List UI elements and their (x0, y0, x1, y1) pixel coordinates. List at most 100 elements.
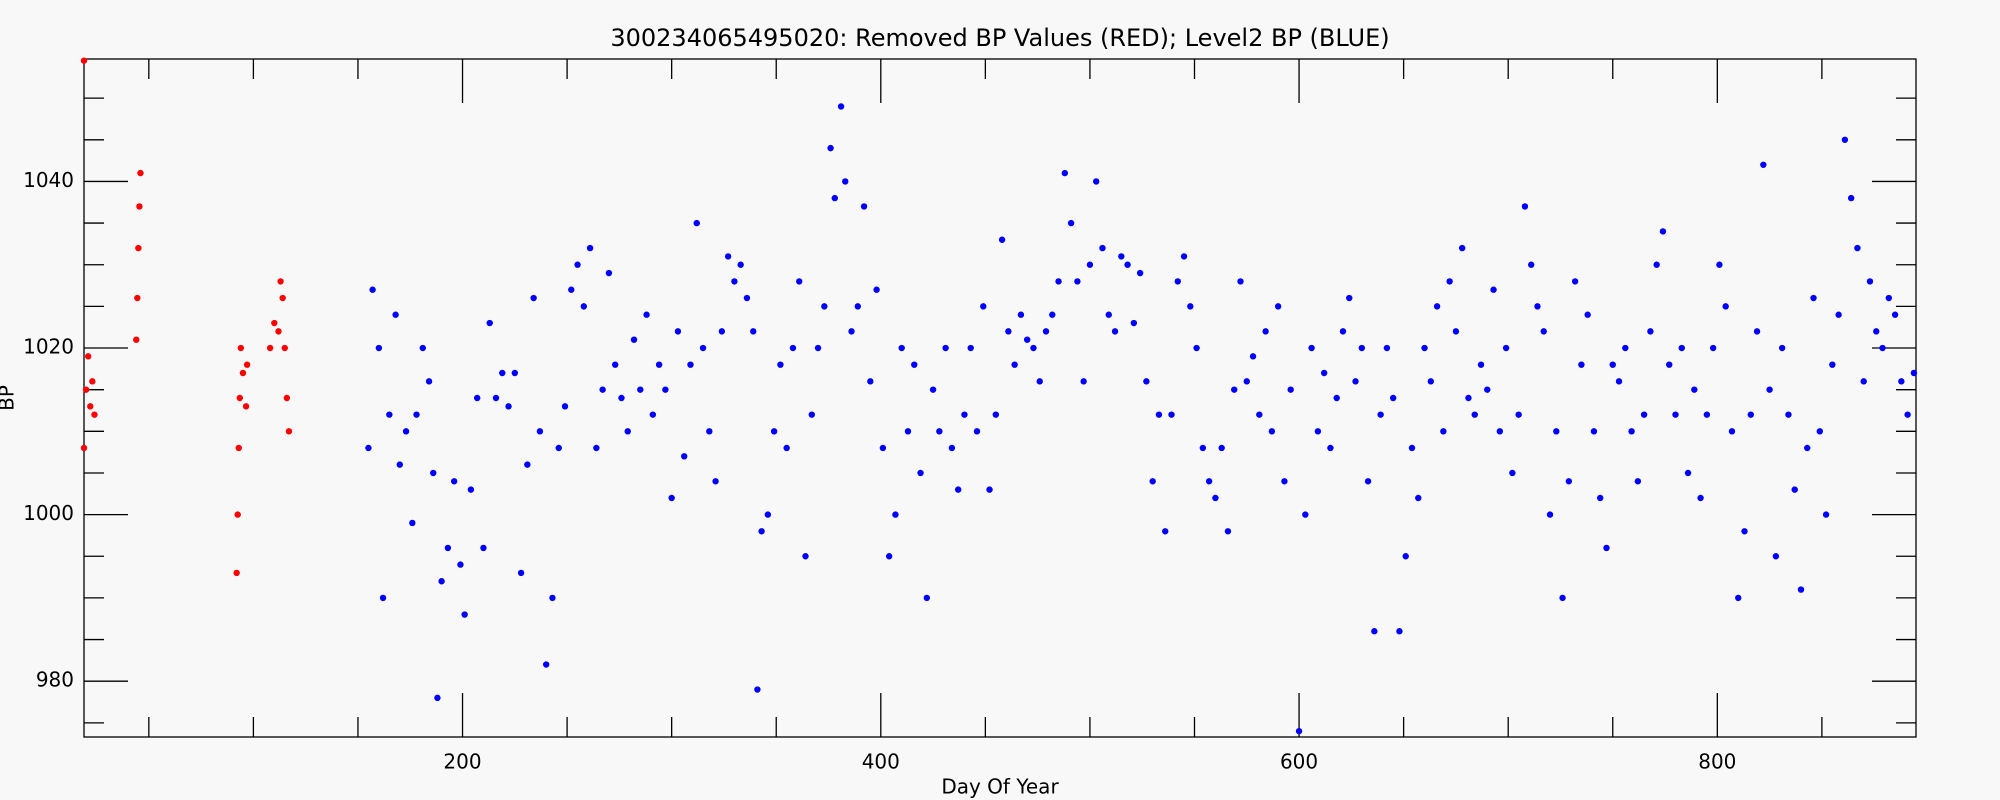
point (275, 328, 282, 335)
point (134, 294, 141, 302)
point (1136, 269, 1144, 277)
point (1080, 378, 1087, 385)
point (1427, 378, 1435, 385)
point (524, 461, 531, 468)
point (1415, 494, 1422, 502)
point (681, 453, 688, 460)
point (789, 344, 797, 352)
point (91, 411, 98, 418)
point (1320, 369, 1328, 377)
point (586, 244, 594, 252)
point (1841, 136, 1849, 143)
point (511, 369, 519, 377)
point (599, 386, 606, 393)
point (854, 303, 861, 310)
point (980, 303, 987, 310)
point (1760, 161, 1767, 168)
point (285, 428, 293, 435)
point (1904, 411, 1911, 418)
point (137, 169, 144, 177)
point (1785, 411, 1792, 418)
point (948, 444, 956, 452)
point (1302, 511, 1309, 518)
point (1377, 411, 1384, 418)
point (133, 336, 140, 343)
point (1584, 311, 1591, 318)
point (783, 444, 790, 452)
point (1205, 478, 1213, 485)
point (402, 428, 410, 435)
point (1716, 261, 1723, 268)
y-tick-label: 980 (36, 668, 74, 692)
point (450, 478, 458, 485)
x-tick-label: 600 (1280, 750, 1318, 774)
point (770, 428, 778, 435)
point (848, 328, 855, 335)
point (699, 344, 707, 352)
point (1180, 253, 1188, 260)
point (135, 244, 142, 252)
point (668, 494, 675, 502)
point (235, 444, 242, 452)
point (1168, 411, 1175, 418)
point (1421, 344, 1428, 352)
point (827, 144, 834, 152)
point (234, 511, 241, 518)
point (737, 261, 744, 268)
point (574, 261, 581, 268)
point (1879, 344, 1886, 352)
point (467, 486, 475, 493)
point (1571, 278, 1579, 285)
point (758, 528, 765, 535)
point (814, 344, 822, 352)
point (911, 361, 918, 368)
point (1149, 478, 1156, 485)
point (1747, 411, 1754, 418)
point (687, 361, 694, 368)
point (1249, 353, 1257, 360)
point (517, 569, 525, 577)
point (1061, 169, 1069, 177)
point (1130, 319, 1138, 327)
point (1829, 361, 1836, 368)
point (1766, 386, 1773, 393)
point (1155, 411, 1163, 418)
point (1408, 444, 1416, 452)
point (867, 378, 874, 385)
point (1772, 553, 1780, 560)
point (281, 344, 288, 352)
point (1358, 344, 1365, 352)
point (434, 694, 441, 702)
point (1521, 203, 1529, 210)
point (473, 394, 481, 402)
point (1835, 311, 1842, 318)
point (375, 344, 383, 352)
point (1860, 378, 1867, 385)
point (1540, 328, 1547, 335)
x-tick-label: 400 (862, 750, 900, 774)
point (237, 344, 245, 352)
x-tick-label: 200 (443, 750, 481, 774)
point (1691, 386, 1698, 393)
point (430, 469, 437, 477)
point (1162, 528, 1169, 535)
point (1484, 386, 1491, 393)
point (283, 394, 291, 402)
point (1124, 261, 1131, 268)
point (1728, 428, 1736, 435)
point (1383, 344, 1391, 352)
point (1011, 361, 1018, 368)
point (1105, 311, 1112, 318)
point (831, 194, 838, 202)
point (630, 336, 638, 343)
point (1402, 553, 1409, 560)
point (1017, 311, 1025, 318)
point (1237, 278, 1244, 285)
y-axis-label: BP (0, 385, 19, 411)
point (1042, 328, 1050, 335)
point (1615, 378, 1623, 385)
point (1778, 344, 1786, 352)
point (973, 428, 981, 435)
point (618, 394, 625, 402)
y-tick-label: 1020 (23, 335, 74, 359)
